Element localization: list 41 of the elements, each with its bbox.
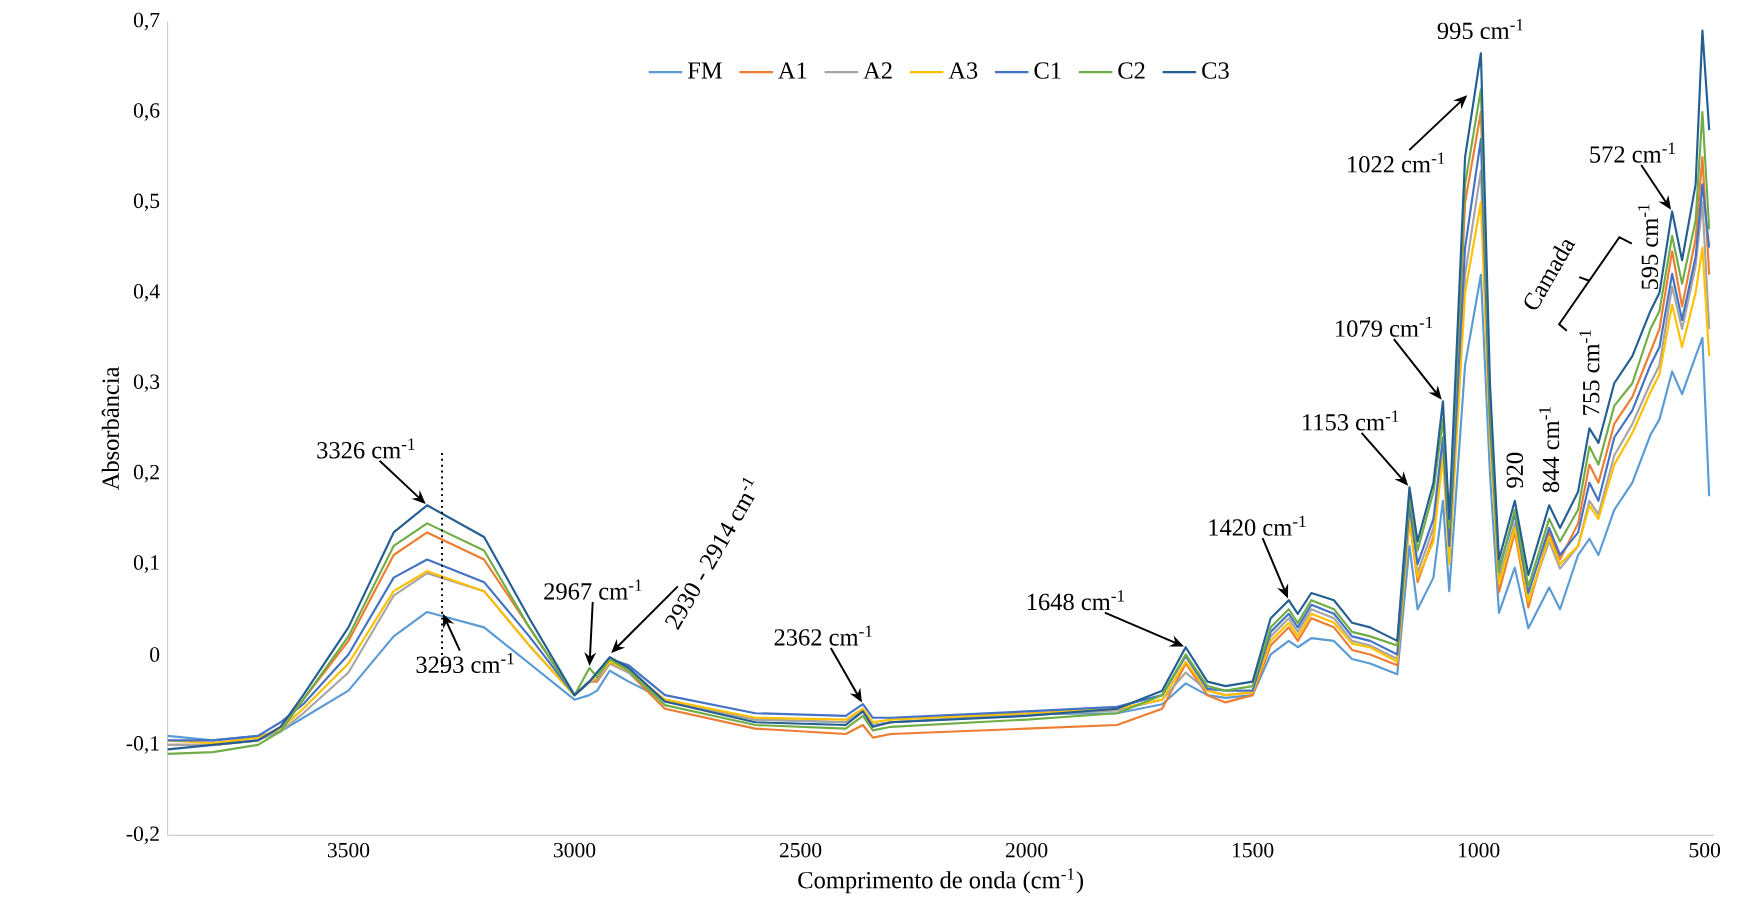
annotation: 920 xyxy=(1506,452,1524,488)
legend-label: A2 xyxy=(863,62,892,79)
x-axis-title: Comprimento de onda (cm$^{-1}$) xyxy=(798,868,1084,894)
y-tick-label: 0,3 xyxy=(133,374,160,393)
legend-label: A3 xyxy=(948,62,978,79)
y-tick-label: 0,6 xyxy=(133,103,160,121)
legend-label: A1 xyxy=(778,62,807,79)
y-tick-label: 0 xyxy=(150,647,160,662)
legend-label: C2 xyxy=(1118,62,1145,79)
annotation: 1153 cm$^{-1}$ xyxy=(1303,410,1399,431)
x-tick-label: 1000 xyxy=(1458,843,1500,858)
y-tick-label: -0,1 xyxy=(126,736,159,754)
x-tick-label: 2000 xyxy=(1005,843,1048,858)
x-tick-label: 3500 xyxy=(327,843,370,858)
y-tick-label: 0,5 xyxy=(133,193,160,212)
y-tick-label: 0,4 xyxy=(133,284,160,302)
annotation: 2362 cm$^{-1}$ xyxy=(774,625,872,646)
annotation: 995 cm$^{-1}$ xyxy=(1437,19,1523,40)
annotation: 3326 cm$^{-1}$ xyxy=(317,438,415,459)
x-tick-label: 2500 xyxy=(779,843,822,858)
annotation: 755 cm$^{-1}$ xyxy=(1579,330,1600,415)
annotation: 1648 cm$^{-1}$ xyxy=(1027,590,1125,611)
y-tick-label: -0,2 xyxy=(126,826,159,845)
y-tick-label: 0,2 xyxy=(133,464,159,483)
annotation: 1022 cm$^{-1}$ xyxy=(1348,152,1445,173)
annotation: 2967 cm$^{-1}$ xyxy=(544,579,642,600)
annotation: 3293 cm$^{-1}$ xyxy=(416,653,514,674)
legend-label: FM xyxy=(687,62,722,79)
x-tick-label: 500 xyxy=(1689,843,1721,858)
y-axis-title: Absorbância xyxy=(101,366,119,491)
x-tick-label: 3000 xyxy=(553,843,596,858)
annotation: 595 cm$^{-1}$ xyxy=(1637,204,1659,290)
annotation: 1079 cm$^{-1}$ xyxy=(1336,316,1433,338)
x-tick-label: 1500 xyxy=(1232,843,1274,858)
annotation: 844 cm$^{-1}$ xyxy=(1539,407,1560,493)
y-tick-label: 0,7 xyxy=(133,12,160,31)
annotation: 1420 cm$^{-1}$ xyxy=(1209,515,1306,536)
legend-label: C3 xyxy=(1202,62,1229,79)
annotation: 572 cm$^{-1}$ xyxy=(1590,142,1675,163)
legend-label: C1 xyxy=(1034,62,1061,79)
y-tick-label: 0,1 xyxy=(133,555,159,574)
